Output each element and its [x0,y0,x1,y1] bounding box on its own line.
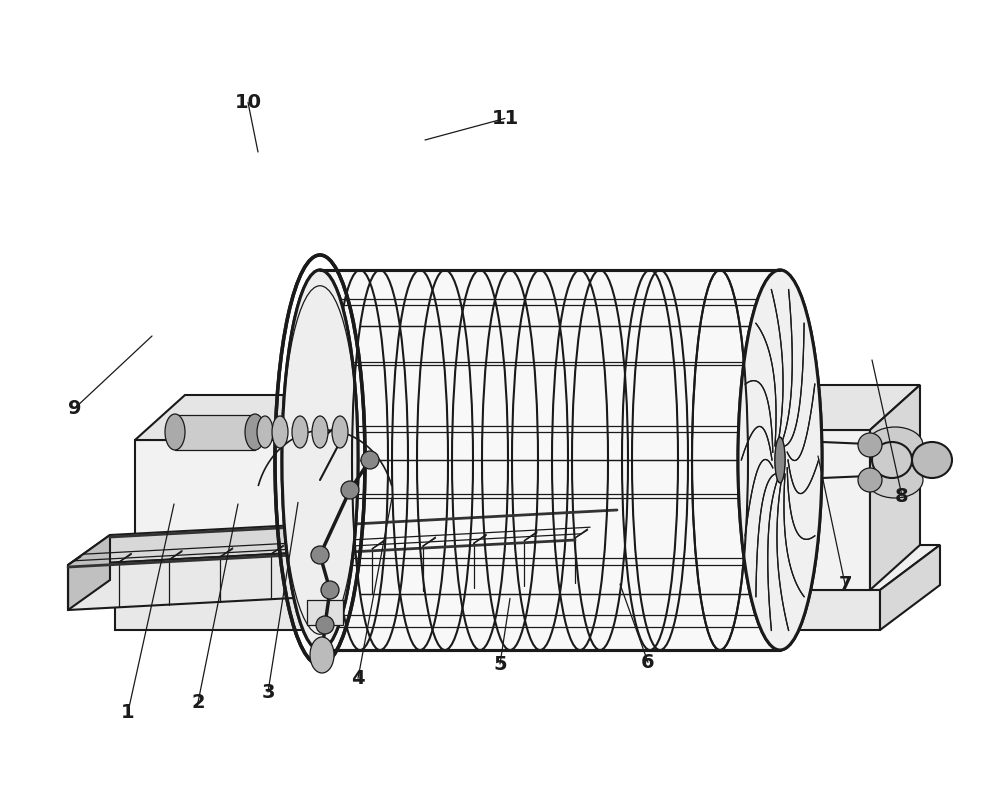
Ellipse shape [858,433,882,457]
Polygon shape [115,590,880,630]
Ellipse shape [245,414,265,450]
Polygon shape [310,538,822,597]
Text: 3: 3 [261,682,275,702]
Text: 4: 4 [351,669,365,688]
Polygon shape [307,600,343,625]
Text: 8: 8 [895,486,909,506]
Polygon shape [720,385,920,430]
Ellipse shape [858,468,882,492]
Text: 11: 11 [491,109,519,128]
Polygon shape [320,270,780,650]
Polygon shape [720,430,870,590]
Polygon shape [115,545,940,590]
Polygon shape [135,440,295,590]
Ellipse shape [738,270,822,650]
Polygon shape [310,569,780,628]
Text: 2: 2 [191,693,205,712]
Text: 7: 7 [838,574,852,594]
Polygon shape [575,508,617,583]
Ellipse shape [292,416,308,448]
Ellipse shape [912,442,952,478]
Ellipse shape [775,437,785,482]
Text: 9: 9 [68,398,82,418]
Polygon shape [68,535,110,610]
Ellipse shape [310,637,334,673]
Text: 6: 6 [641,653,655,672]
Ellipse shape [872,442,912,478]
Polygon shape [175,415,255,450]
Ellipse shape [775,437,785,482]
Polygon shape [295,395,345,590]
Ellipse shape [738,270,822,650]
Ellipse shape [165,414,185,450]
Ellipse shape [312,416,328,448]
Ellipse shape [867,462,923,498]
Text: 1: 1 [121,702,135,722]
Ellipse shape [316,616,334,634]
Ellipse shape [321,581,339,599]
Polygon shape [880,545,940,630]
Ellipse shape [257,416,273,448]
Polygon shape [68,538,575,610]
Polygon shape [135,395,345,440]
Ellipse shape [282,270,358,650]
Ellipse shape [341,481,359,499]
Ellipse shape [361,451,379,469]
Ellipse shape [272,416,288,448]
Ellipse shape [311,546,329,564]
Ellipse shape [282,270,358,650]
Text: 5: 5 [493,654,507,674]
Polygon shape [68,508,617,565]
Ellipse shape [867,427,923,463]
Text: 10: 10 [234,93,262,112]
Ellipse shape [332,416,348,448]
Polygon shape [870,385,920,590]
